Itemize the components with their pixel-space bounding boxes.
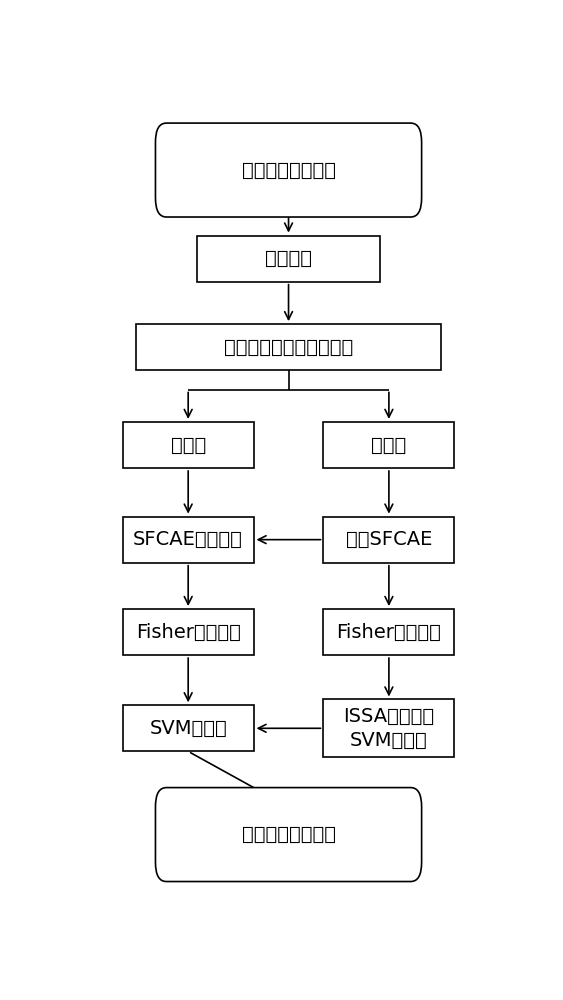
Bar <box>323 609 454 655</box>
Text: SVM分类器: SVM分类器 <box>149 719 227 738</box>
Bar <box>197 236 380 282</box>
Text: 傅里叶变换转为频域信号: 傅里叶变换转为频域信号 <box>224 338 353 357</box>
Text: Fisher特征选择: Fisher特征选择 <box>136 623 240 642</box>
Bar <box>123 517 254 563</box>
Text: ISSA算法优化
SVM超参数: ISSA算法优化 SVM超参数 <box>343 707 435 750</box>
FancyBboxPatch shape <box>155 788 422 882</box>
Bar <box>123 609 254 655</box>
Text: 轴承振动信号采集: 轴承振动信号采集 <box>242 161 336 180</box>
Bar <box>136 324 441 370</box>
Bar <box>323 517 454 563</box>
FancyBboxPatch shape <box>155 123 422 217</box>
Text: 样本分割: 样本分割 <box>265 249 312 268</box>
Text: 测试集: 测试集 <box>171 435 206 454</box>
Text: 故障诊断结果输出: 故障诊断结果输出 <box>242 825 336 844</box>
Text: Fisher特征选择: Fisher特征选择 <box>337 623 441 642</box>
Text: SFCAE特征提取: SFCAE特征提取 <box>133 530 243 549</box>
Bar <box>123 705 254 751</box>
Bar <box>123 422 254 468</box>
Bar <box>323 699 454 757</box>
Text: 训练集: 训练集 <box>371 435 406 454</box>
Text: 训练SFCAE: 训练SFCAE <box>346 530 432 549</box>
Bar <box>323 422 454 468</box>
